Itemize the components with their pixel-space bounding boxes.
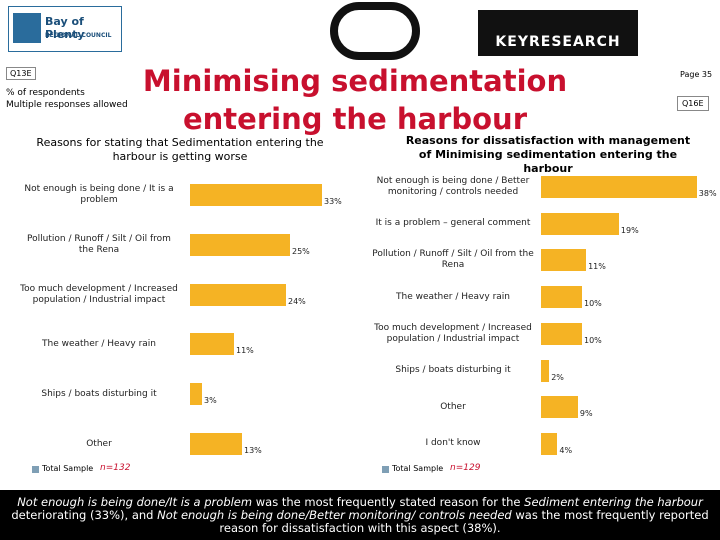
sample-size: n=132 bbox=[100, 463, 131, 473]
legend-marker bbox=[382, 466, 389, 473]
bar bbox=[541, 212, 619, 235]
category-label: Too much development / Increased populat… bbox=[374, 322, 532, 344]
value-label: 3% bbox=[204, 396, 217, 406]
value-label: 11% bbox=[588, 262, 606, 272]
footer-text: Sediment entering the harbour bbox=[524, 495, 703, 509]
page-title: Minimising sedimentation entering the ha… bbox=[142, 64, 568, 136]
category-label: Not enough is being done / It is a probl… bbox=[24, 184, 174, 205]
category-label: Pollution / Runoff / Silt / Oil from the… bbox=[27, 233, 171, 255]
footer-text: was the most frequently reported reason … bbox=[219, 508, 709, 535]
category-label: The weather / Heavy rain bbox=[396, 291, 510, 302]
logo-text: Bay of Plenty bbox=[45, 15, 85, 41]
category-label: It is a problem – general comment bbox=[375, 218, 531, 229]
category-label: Not enough is being done / Better monito… bbox=[376, 176, 530, 197]
value-label: 38% bbox=[698, 189, 717, 198]
question-right: Q16E bbox=[677, 96, 709, 111]
value-label: 10% bbox=[584, 335, 602, 345]
value-label: 9% bbox=[579, 409, 593, 419]
note: Multiple responses allowed bbox=[6, 100, 128, 110]
footer-text: deteriorating (33%), and bbox=[11, 508, 158, 522]
footer-text: Not enough is being done/Better monitori… bbox=[157, 508, 512, 522]
chart-title: Reasons for stating that Sedimentation e… bbox=[36, 136, 324, 163]
logo-sub: REGIONAL COUNCIL bbox=[45, 32, 112, 39]
value-label: 24% bbox=[288, 296, 306, 306]
category-label: Ships / boats disturbing it bbox=[395, 365, 511, 375]
category-label: Other bbox=[440, 401, 466, 412]
question-left: Q13E bbox=[6, 67, 36, 80]
category-label: I don't know bbox=[425, 438, 481, 449]
footer-text: was the most frequently stated reason fo… bbox=[252, 495, 525, 509]
category-label: The weather / Heavy rain bbox=[42, 338, 156, 349]
value-label: 10% bbox=[584, 299, 602, 309]
bar bbox=[541, 432, 558, 455]
category-label: Ships / boats disturbing it bbox=[41, 388, 157, 399]
note: % of respondents bbox=[6, 88, 85, 98]
value-label: 33% bbox=[324, 197, 342, 206]
legend-label: Total Sample bbox=[42, 464, 94, 473]
legend-label: Total Sample bbox=[392, 464, 444, 473]
logo-left: Bay of Plenty REGIONAL COUNCIL bbox=[8, 6, 122, 52]
bar bbox=[190, 233, 290, 256]
value-label: 2% bbox=[551, 372, 564, 382]
page-number: Page 35 bbox=[680, 70, 713, 79]
category-label: Too much development / Increased populat… bbox=[20, 283, 178, 305]
bar bbox=[541, 249, 587, 272]
value-label: 19% bbox=[620, 225, 639, 235]
footer-text: Not enough is being done/It is a problem bbox=[17, 495, 253, 509]
chart-title: Reasons for dissatisfaction with managem… bbox=[405, 134, 691, 175]
bar bbox=[541, 322, 582, 345]
logo-right-text: KEYRESEARCH bbox=[495, 34, 621, 50]
value-label: 25% bbox=[292, 246, 310, 256]
logo-right: KEYRESEARCH bbox=[478, 10, 638, 56]
category-label: Pollution / Runoff / Silt / Oil from the… bbox=[372, 249, 534, 271]
logo-icon bbox=[13, 13, 41, 43]
bar bbox=[190, 333, 234, 356]
footer: Not enough is being done/It is a problem… bbox=[0, 490, 720, 540]
bar bbox=[190, 283, 286, 306]
bar bbox=[190, 184, 322, 206]
value-label: 11% bbox=[236, 346, 254, 356]
category-label: Other bbox=[86, 438, 112, 449]
bar bbox=[541, 286, 582, 309]
legend-marker bbox=[32, 466, 39, 473]
value-label: 4% bbox=[559, 445, 573, 455]
center-logo bbox=[330, 2, 420, 60]
bar bbox=[190, 433, 242, 455]
bar bbox=[190, 383, 202, 406]
bar bbox=[541, 396, 578, 419]
sample-size: n=129 bbox=[450, 463, 481, 473]
value-label: 13% bbox=[244, 446, 262, 455]
bar bbox=[541, 359, 550, 382]
bar bbox=[541, 176, 697, 198]
